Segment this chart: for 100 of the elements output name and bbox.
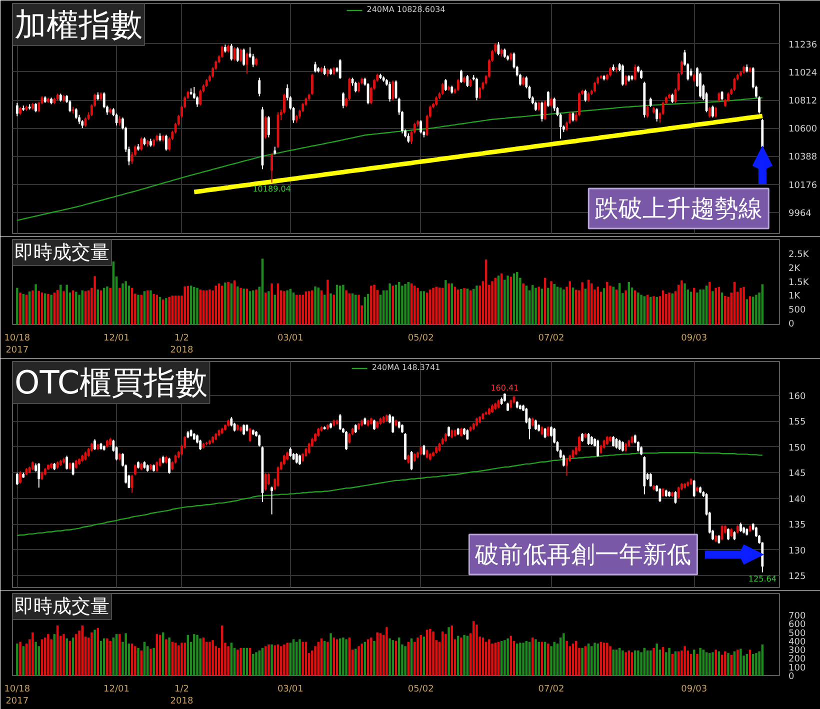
- bar: [38, 646, 40, 676]
- bar: [345, 290, 348, 324]
- bar: [724, 651, 726, 676]
- bar: [261, 258, 264, 324]
- bar: [330, 633, 332, 676]
- bar: [534, 288, 537, 324]
- bar: [665, 294, 668, 324]
- candlestick: [544, 427, 546, 439]
- bar: [392, 640, 394, 676]
- candlestick: [134, 464, 136, 476]
- bar: [752, 296, 754, 324]
- candlestick: [649, 97, 652, 108]
- bar: [184, 286, 186, 324]
- bar: [612, 650, 614, 676]
- bar: [656, 644, 658, 676]
- candlestick: [544, 100, 546, 121]
- candlestick: [338, 58, 342, 80]
- candlestick: [342, 92, 344, 109]
- chart-title: 即時成交量: [14, 596, 110, 618]
- bar: [602, 288, 606, 324]
- bar: [252, 290, 254, 324]
- y-tick-label: 155: [788, 418, 806, 428]
- candlestick: [692, 479, 696, 498]
- bar: [602, 642, 606, 676]
- bar: [236, 650, 239, 676]
- bar: [264, 646, 267, 676]
- bar: [47, 294, 50, 324]
- candlestick: [674, 490, 677, 504]
- bar: [740, 288, 742, 324]
- candlestick: [16, 102, 18, 117]
- candlestick: [566, 457, 568, 476]
- bar: [581, 282, 584, 324]
- bar: [34, 642, 37, 676]
- bar: [755, 294, 758, 324]
- bar: [476, 286, 478, 324]
- y-tick-label: 2.5K: [788, 250, 810, 260]
- bar: [146, 646, 149, 676]
- bar: [643, 296, 646, 324]
- bar: [90, 632, 93, 676]
- candlestick: [466, 428, 469, 440]
- bar: [494, 642, 496, 676]
- bar: [388, 283, 391, 324]
- candlestick: [718, 92, 720, 102]
- bar: [420, 634, 422, 676]
- bar: [727, 653, 730, 676]
- bar: [165, 639, 168, 676]
- candlestick: [578, 436, 580, 452]
- bar: [292, 292, 295, 324]
- bar: [370, 286, 372, 324]
- candlestick: [540, 101, 544, 122]
- y-tick-label: 1K: [788, 292, 802, 302]
- candlestick: [130, 474, 134, 494]
- bar: [538, 642, 540, 676]
- candlestick: [298, 454, 301, 466]
- bar: [220, 286, 224, 324]
- bar: [712, 291, 714, 324]
- bar: [740, 648, 742, 676]
- bar: [168, 638, 170, 676]
- bar: [712, 652, 714, 676]
- bar: [283, 291, 286, 324]
- bar: [370, 638, 372, 676]
- bar: [109, 640, 112, 676]
- bar: [699, 648, 702, 676]
- bar: [525, 286, 528, 324]
- candlestick: [460, 69, 462, 84]
- bar: [208, 290, 211, 324]
- y-tick-label: 160: [788, 392, 806, 402]
- candlestick: [34, 102, 37, 113]
- bar: [705, 652, 708, 676]
- bar: [56, 290, 59, 324]
- bar: [122, 283, 124, 324]
- bar: [538, 286, 540, 324]
- y-tick-label: 1.5K: [788, 278, 810, 288]
- candlestick: [612, 436, 615, 447]
- candlestick: [720, 90, 724, 101]
- bar: [19, 292, 22, 324]
- bar: [540, 288, 544, 324]
- x-tick-label: 03/01: [277, 684, 304, 694]
- bar: [240, 288, 242, 324]
- bar: [78, 294, 80, 324]
- bar: [562, 633, 565, 676]
- bar: [94, 276, 96, 324]
- bar: [426, 292, 428, 324]
- candlestick: [615, 438, 618, 449]
- candlestick: [94, 438, 96, 451]
- bar: [448, 283, 450, 324]
- candlestick: [422, 444, 426, 456]
- candlestick: [72, 462, 74, 476]
- bar: [302, 642, 304, 676]
- bar: [62, 634, 65, 676]
- bar: [463, 288, 466, 324]
- bar: [497, 276, 500, 324]
- candlestick: [392, 416, 394, 434]
- chart-title: 加權指數: [14, 6, 142, 44]
- bar: [345, 639, 348, 676]
- bar: [562, 290, 565, 324]
- candlestick: [435, 96, 438, 106]
- candlestick: [708, 106, 711, 118]
- candlestick: [733, 77, 736, 92]
- candlestick: [338, 414, 342, 430]
